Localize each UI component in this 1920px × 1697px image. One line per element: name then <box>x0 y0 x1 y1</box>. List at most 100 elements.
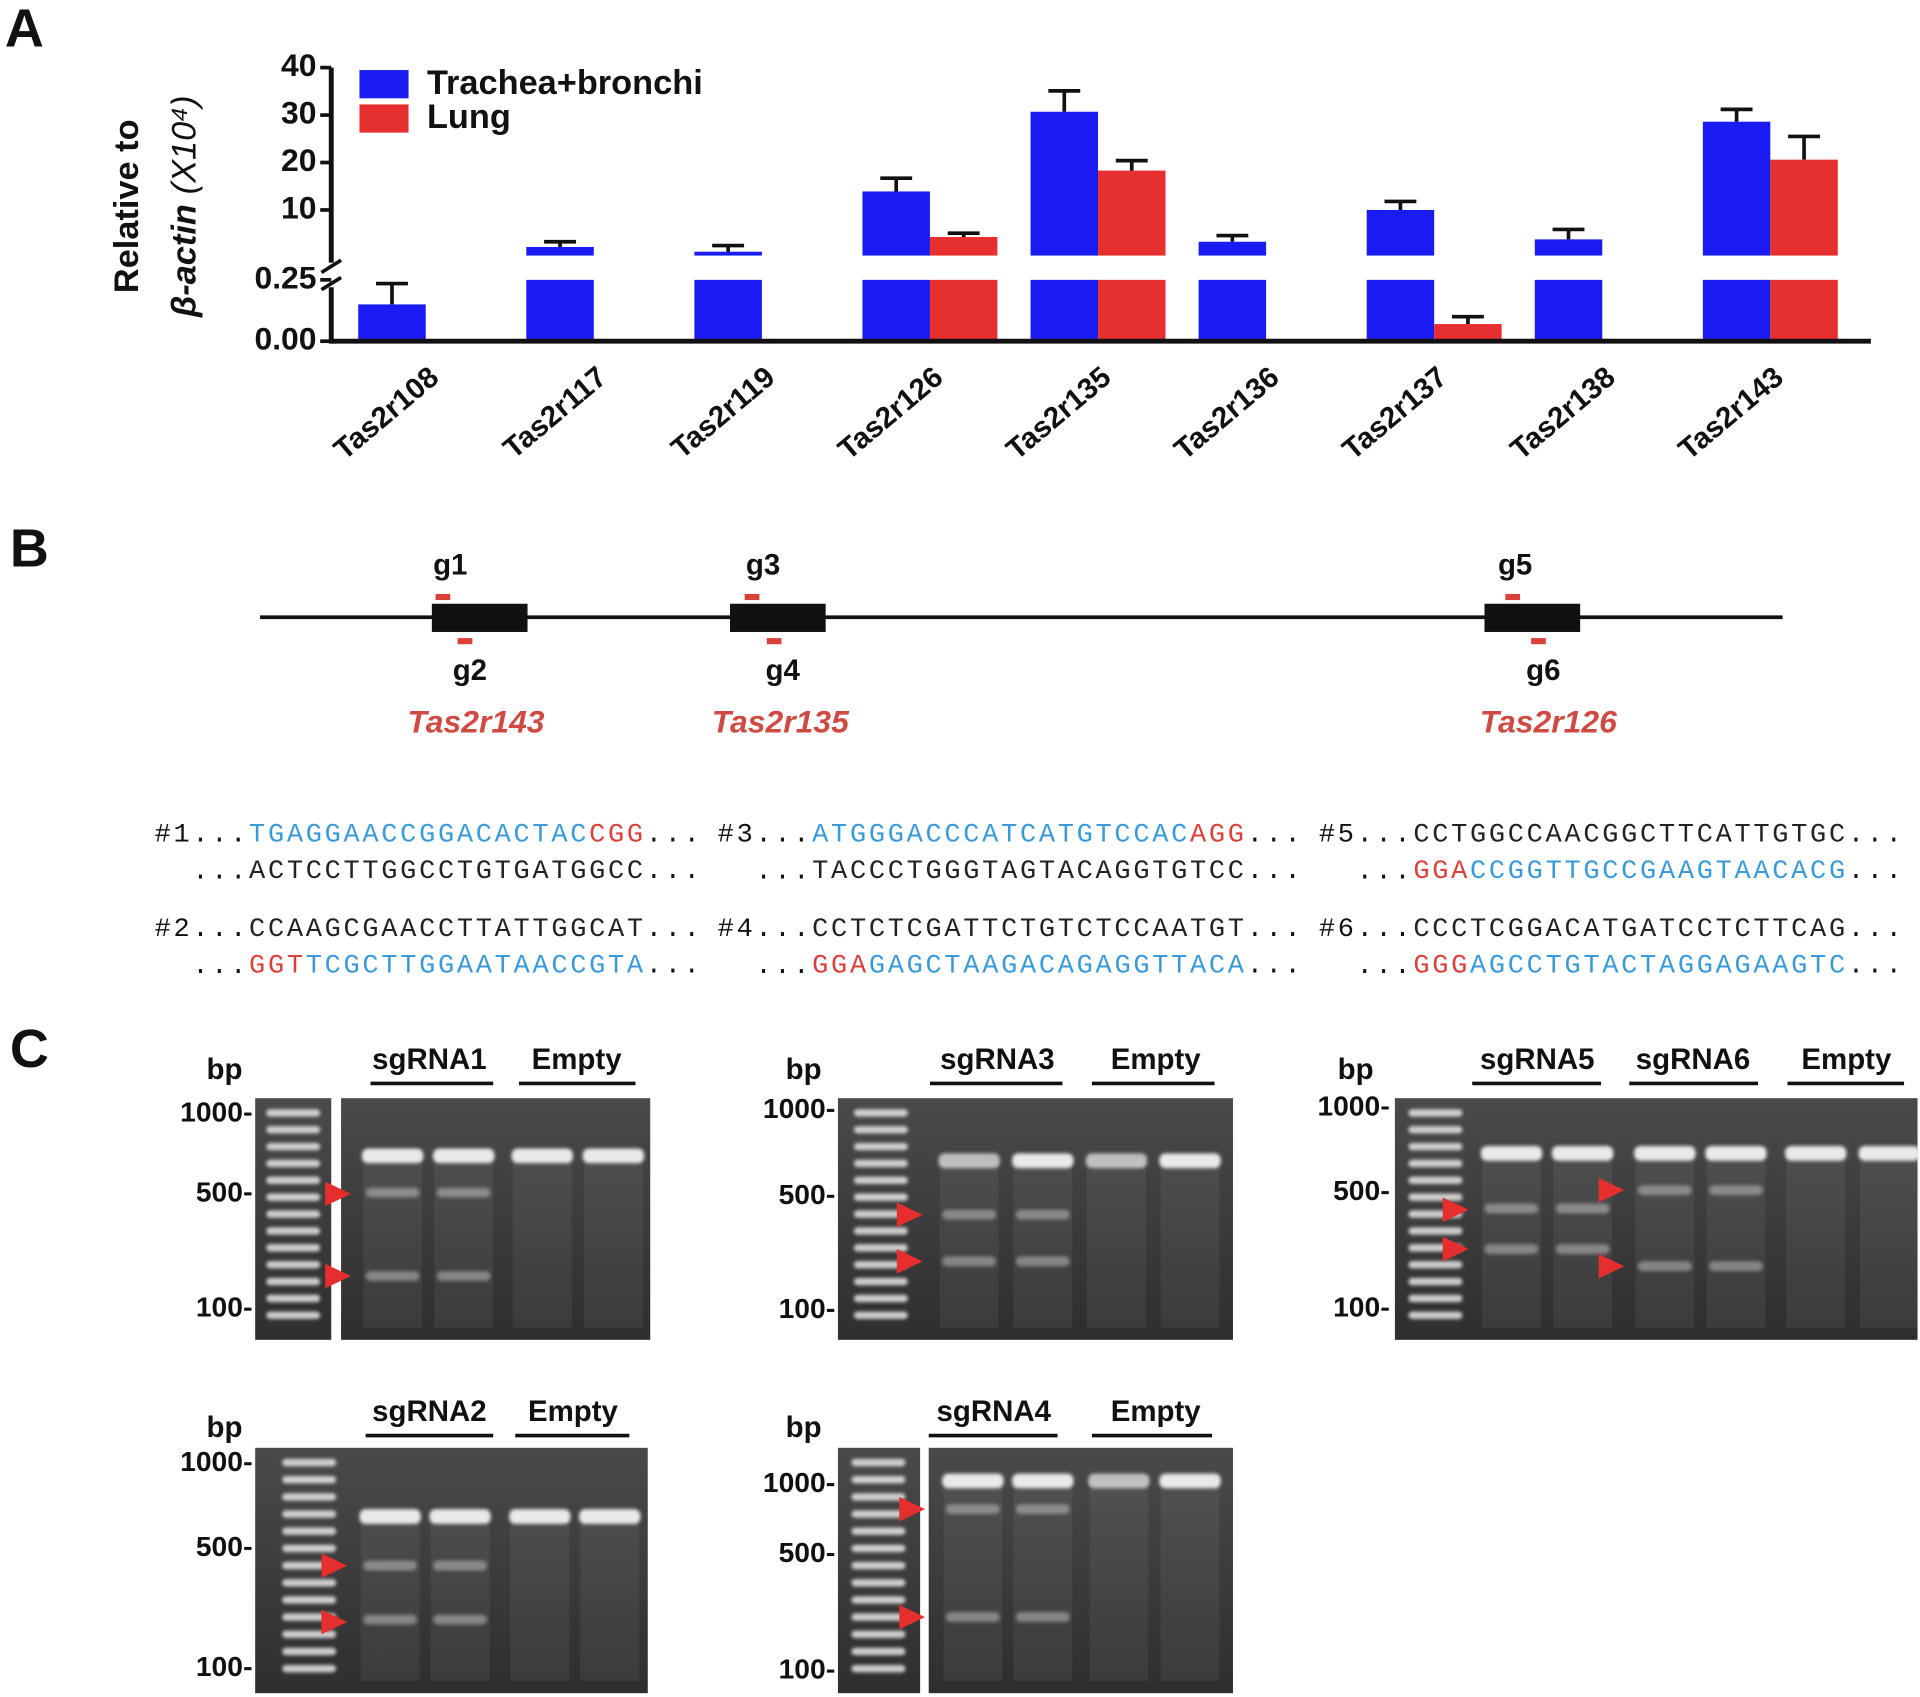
error-bar <box>1451 314 1484 325</box>
bar <box>1534 279 1603 342</box>
lane-smear <box>363 1155 423 1328</box>
lane-smear <box>434 1155 494 1328</box>
ladder-band <box>282 1664 337 1673</box>
guide-site <box>457 638 473 645</box>
gel-band <box>945 1504 1000 1515</box>
ladder-band <box>851 1476 906 1484</box>
gel-band <box>365 1271 420 1281</box>
sequence-segment: GGA <box>1413 857 1470 887</box>
bar <box>1770 159 1838 256</box>
ladder-band <box>282 1647 337 1656</box>
gel-band <box>433 1560 488 1571</box>
unit-label: bp <box>207 1411 243 1444</box>
guide-site <box>766 638 782 645</box>
y-tick-label: 30 <box>281 94 316 130</box>
ellipsis: ... <box>755 952 812 982</box>
ladder-band <box>851 1647 906 1656</box>
y-axis-label: Relative to <box>108 119 146 293</box>
gene-name: Tas2r135 <box>712 703 850 739</box>
sequence-id: #3... <box>718 821 812 851</box>
gel-band <box>1634 1146 1696 1161</box>
bar <box>1366 279 1435 342</box>
bar <box>929 279 998 342</box>
lane-smear <box>580 1516 640 1681</box>
arrowhead <box>899 1604 926 1630</box>
marker-label: 500 <box>196 1530 243 1562</box>
ladder-band <box>266 1210 321 1218</box>
gel-band <box>511 1148 573 1164</box>
bar <box>1770 279 1838 342</box>
ladder-band <box>851 1493 906 1501</box>
bar <box>358 304 426 342</box>
gel-band <box>1785 1146 1847 1161</box>
x-tick-label: Tas2r126 <box>832 360 949 466</box>
lane-smear <box>1635 1153 1695 1328</box>
ladder-band <box>266 1227 321 1235</box>
gene-diagram: g1 g2 g3 g4 g5 g6 Tas2r143 Tas2r135 Tas2… <box>260 549 1783 739</box>
bar <box>526 246 594 256</box>
guide-site <box>744 593 760 601</box>
x-tick-label: Tas2r135 <box>1000 360 1117 466</box>
ellipsis: ... <box>1247 857 1304 887</box>
ladder-band <box>282 1544 337 1553</box>
gel-band <box>579 1509 641 1524</box>
marker-label: 1000 <box>180 1096 243 1128</box>
ladder-band <box>851 1527 906 1535</box>
ladder-band <box>282 1458 337 1467</box>
gel-band <box>1159 1473 1221 1489</box>
error-bar <box>1720 107 1753 122</box>
gel-image <box>255 1098 332 1340</box>
sequence-line: CCTCTCGATTCTGTCTCCAATGT... <box>812 915 1303 945</box>
arrowhead <box>1598 1253 1625 1279</box>
lane-smear <box>1013 1480 1073 1681</box>
gel-band <box>942 1256 997 1267</box>
lane-smear <box>1859 1153 1919 1328</box>
exon <box>1484 603 1581 632</box>
guide-label: g4 <box>766 654 801 687</box>
bar <box>694 279 762 342</box>
marker-label: 100 <box>779 1292 826 1324</box>
ellipsis: ... <box>1247 821 1304 851</box>
gel-band <box>1015 1612 1070 1623</box>
lane-group-label: sgRNA5 <box>1480 1043 1595 1076</box>
sequence-line: CCCTCGGACATGATCCTCTTCAG... <box>1413 915 1904 945</box>
bar <box>1702 279 1771 342</box>
sequence-segment: TGAGGAACCGGACACTAC <box>249 821 589 851</box>
lane-group-label: Empty <box>1111 1043 1202 1076</box>
ladder-band <box>282 1596 337 1604</box>
x-tick-label: Tas2r108 <box>328 360 445 466</box>
sequence-segment: TCGCTTGGAATAACCGTA <box>306 952 646 982</box>
ladder-band <box>266 1142 321 1151</box>
ladder-band <box>1408 1176 1463 1185</box>
gel-band <box>1012 1153 1074 1169</box>
ladder-band <box>266 1193 321 1201</box>
lane-group-label: sgRNA4 <box>936 1395 1051 1428</box>
unit-label: bp <box>1338 1053 1374 1086</box>
bar <box>1434 324 1502 342</box>
panel-label: C <box>10 1019 49 1079</box>
ladder-band <box>853 1277 908 1286</box>
ellipsis: ... <box>646 915 703 945</box>
bar <box>1534 239 1603 256</box>
ladder-band <box>266 1311 321 1319</box>
ladder-band <box>266 1159 321 1168</box>
guide-label: g5 <box>1498 549 1532 582</box>
lane-smear <box>360 1516 420 1681</box>
arrowhead <box>325 1181 351 1207</box>
sequence-line: GGAGAGCTAAGACAGAGGTTACA... <box>812 952 1303 982</box>
gel-band <box>1555 1244 1610 1254</box>
bar <box>1098 279 1166 342</box>
gel-band <box>1708 1185 1763 1196</box>
legend-swatch <box>359 70 409 99</box>
gel-band <box>1637 1261 1692 1272</box>
lane-smear <box>1160 1480 1220 1681</box>
sequence-line: GGACCGGTTGCCGAAGTAACACG... <box>1413 857 1904 887</box>
ellipsis: ... <box>755 821 812 851</box>
ellipsis: ... <box>1848 857 1905 887</box>
sequence-line: GGGAGCCTGTACTAGGAGAAGTC... <box>1413 952 1904 982</box>
ladder-band <box>853 1311 908 1319</box>
ladder-band <box>282 1630 337 1638</box>
ladder-band <box>853 1294 908 1303</box>
lane-smear <box>1706 1153 1766 1328</box>
sequence-segment: GGT <box>249 952 306 982</box>
